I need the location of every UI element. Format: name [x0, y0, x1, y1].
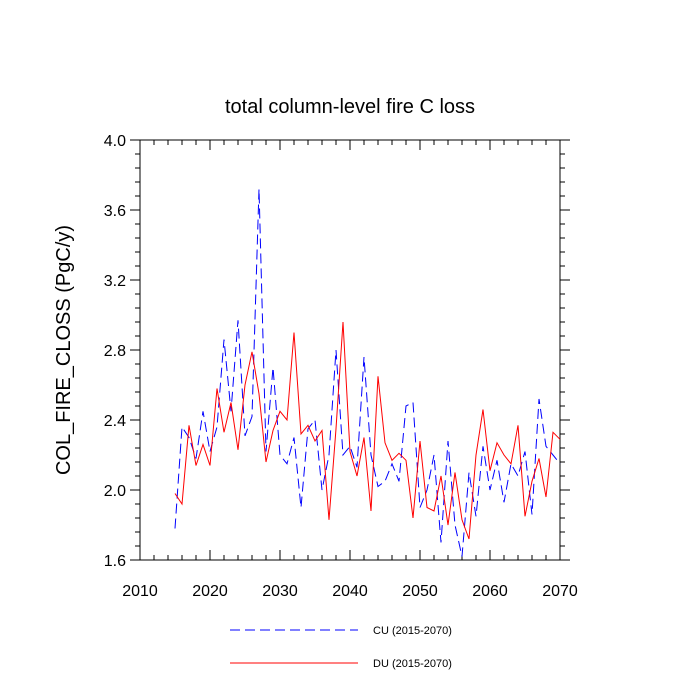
x-tick-label: 2040 [332, 583, 368, 600]
x-tick-label: 2010 [122, 583, 158, 600]
axis-ticks [130, 139, 570, 561]
chart-title: total column-level fire C loss [225, 96, 475, 118]
y-tick-label: 2.0 [104, 483, 126, 500]
y-tick-labels: 1.6 2.0 2.4 2.8 3.2 3.6 4.0 [104, 133, 126, 570]
y-tick-label: 3.2 [104, 273, 126, 290]
x-tick-label: 2050 [402, 583, 438, 600]
series-lines [174, 188, 561, 557]
x-tick-label: 2070 [542, 583, 578, 600]
y-tick-label: 4.0 [104, 133, 126, 150]
y-axis-label: COL_FIRE_CLOSS (PgC/y) [53, 225, 75, 475]
x-tick-label: 2020 [192, 583, 228, 600]
x-tick-labels: 2010 2020 2030 2040 2050 2060 2070 [122, 583, 578, 600]
legend: CU (2015-2070) DU (2015-2070) [230, 625, 452, 670]
y-tick-label: 2.4 [104, 413, 126, 430]
legend-label: DU (2015-2070) [373, 658, 452, 670]
series-line-du [174, 321, 561, 540]
x-tick-label: 2060 [472, 583, 508, 600]
x-tick-label: 2030 [262, 583, 298, 600]
y-tick-label: 3.6 [104, 203, 126, 220]
plot-frame [139, 139, 561, 561]
series-line-cu [174, 188, 561, 557]
y-tick-label: 1.6 [104, 553, 126, 570]
legend-label: CU (2015-2070) [373, 625, 452, 637]
y-tick-label: 2.8 [104, 343, 126, 360]
